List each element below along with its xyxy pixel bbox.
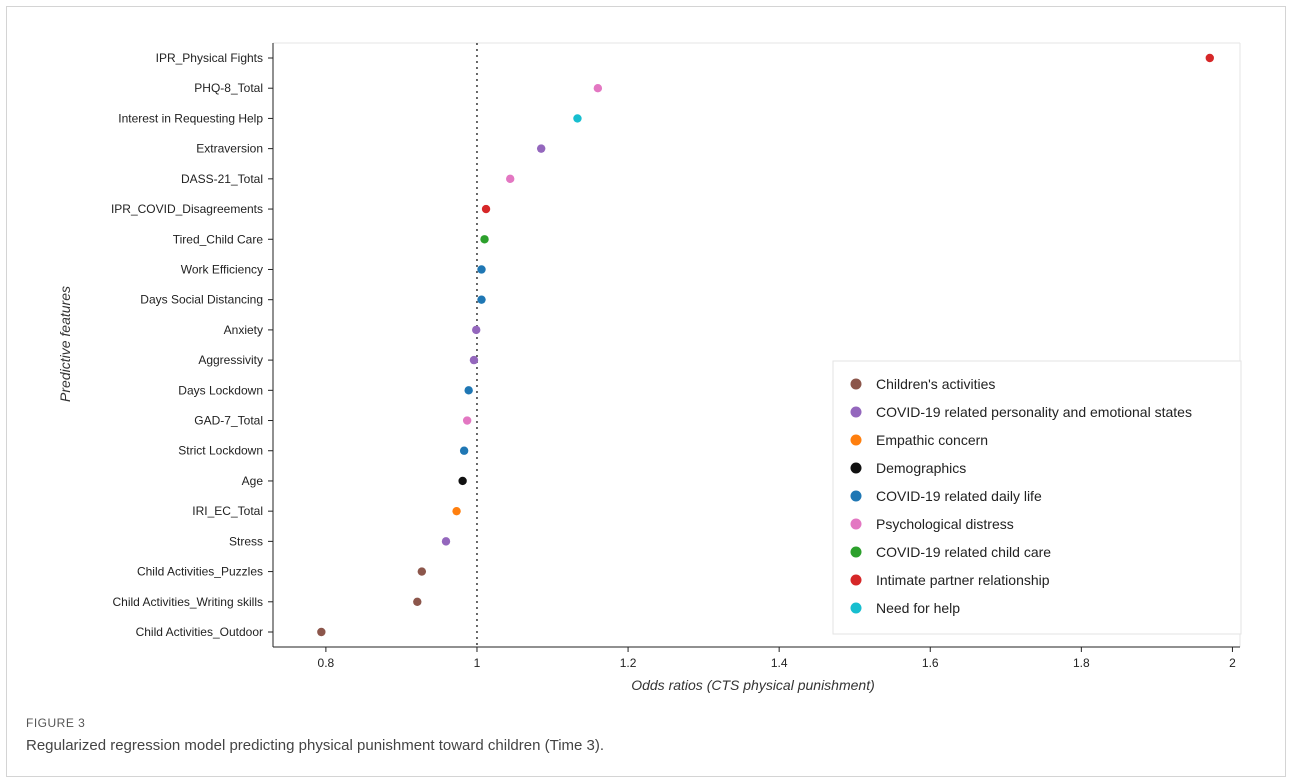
legend-box [832,360,1242,635]
y-tick-label: Child Activities_Writing skills [113,595,264,609]
figure-label: FIGURE 3 [26,716,86,730]
data-point [464,386,473,395]
data-point [1205,53,1214,63]
y-tick-label: Child Activities_Puzzles [137,565,263,579]
legend-entry: Intimate partner relationship [876,572,1050,588]
legend: Children's activities COVID-19 related pe… [832,360,1242,635]
data-point [458,476,467,486]
legend-marker [850,518,862,530]
x-tick-label: 1.6 [922,656,939,670]
legend-marker [850,602,862,614]
figure-caption: Regularized regression model predicting … [26,737,605,754]
y-tick-label: DASS-21_Total [181,172,263,186]
data-point [480,235,489,244]
legend-marker [850,490,862,502]
legend-entry: Children's activities [876,376,995,392]
y-tick-label: Work Efficiency [181,262,263,276]
x-axis-ticks: 0.8 1 1.2 1.4 1.6 1.8 2 [318,647,1236,670]
legend-entry: Empathic concern [876,432,988,448]
y-tick-label: Days Lockdown [178,383,263,397]
data-point [452,506,461,516]
y-tick-label: Strict Lockdown [178,444,263,458]
legend-entry: COVID-19 related child care [876,544,1051,560]
data-point [472,325,481,335]
data-point [413,597,422,606]
y-tick-label: IPR_COVID_Disagreements [111,202,263,216]
legend-marker [850,574,862,586]
y-tick-label: GAD-7_Total [194,414,263,428]
x-tick-label: 1.2 [620,656,637,670]
data-points [317,53,1214,637]
legend-marker [850,462,862,474]
x-tick-label: 1 [474,656,481,670]
y-tick-label: PHQ-8_Total [194,81,263,95]
data-point [593,84,603,93]
data-point [459,446,469,455]
data-point [477,295,486,304]
data-point [481,204,491,214]
data-point [462,416,472,425]
legend-entry: COVID-19 related daily life [876,488,1042,504]
data-point [506,174,515,184]
data-point [469,355,479,365]
data-point [477,265,486,274]
data-point [573,114,582,123]
y-tick-label: IPR_Physical Fights [156,51,263,65]
y-tick-label: Tired_Child Care [173,232,264,246]
legend-entry: Psychological distress [876,516,1014,532]
x-tick-label: 2 [1229,656,1236,670]
y-tick-label: Stress [229,534,263,548]
x-tick-label: 1.4 [771,656,788,670]
y-tick-label: Interest in Requesting Help [118,111,263,125]
y-tick-label: Age [242,474,264,488]
x-tick-label: 0.8 [318,656,335,670]
legend-entry: Demographics [876,460,966,476]
legend-marker [850,434,862,446]
y-axis-ticks: IPR_Physical Fights PHQ-8_Total Interest i… [111,51,273,639]
data-point [317,627,326,637]
y-tick-label: Extraversion [196,142,263,156]
data-point [441,537,451,546]
legend-entry: COVID-19 related personality and emotion… [876,404,1192,420]
legend-marker [850,546,862,558]
legend-marker [850,378,862,390]
y-tick-label: Aggressivity [198,353,263,367]
data-point [536,144,546,153]
legend-entry: Need for help [876,600,960,616]
x-axis-label: Odds ratios (CTS physical punishment) [631,677,875,693]
y-tick-label: IRI_EC_Total [192,504,263,518]
legend-marker [850,406,862,418]
y-axis-label: Predictive features [57,286,73,402]
data-point [417,567,427,576]
y-tick-label: Days Social Distancing [140,293,263,307]
y-tick-label: Child Activities_Outdoor [136,625,263,639]
x-tick-label: 1.8 [1073,656,1090,670]
y-tick-label: Anxiety [224,323,263,337]
